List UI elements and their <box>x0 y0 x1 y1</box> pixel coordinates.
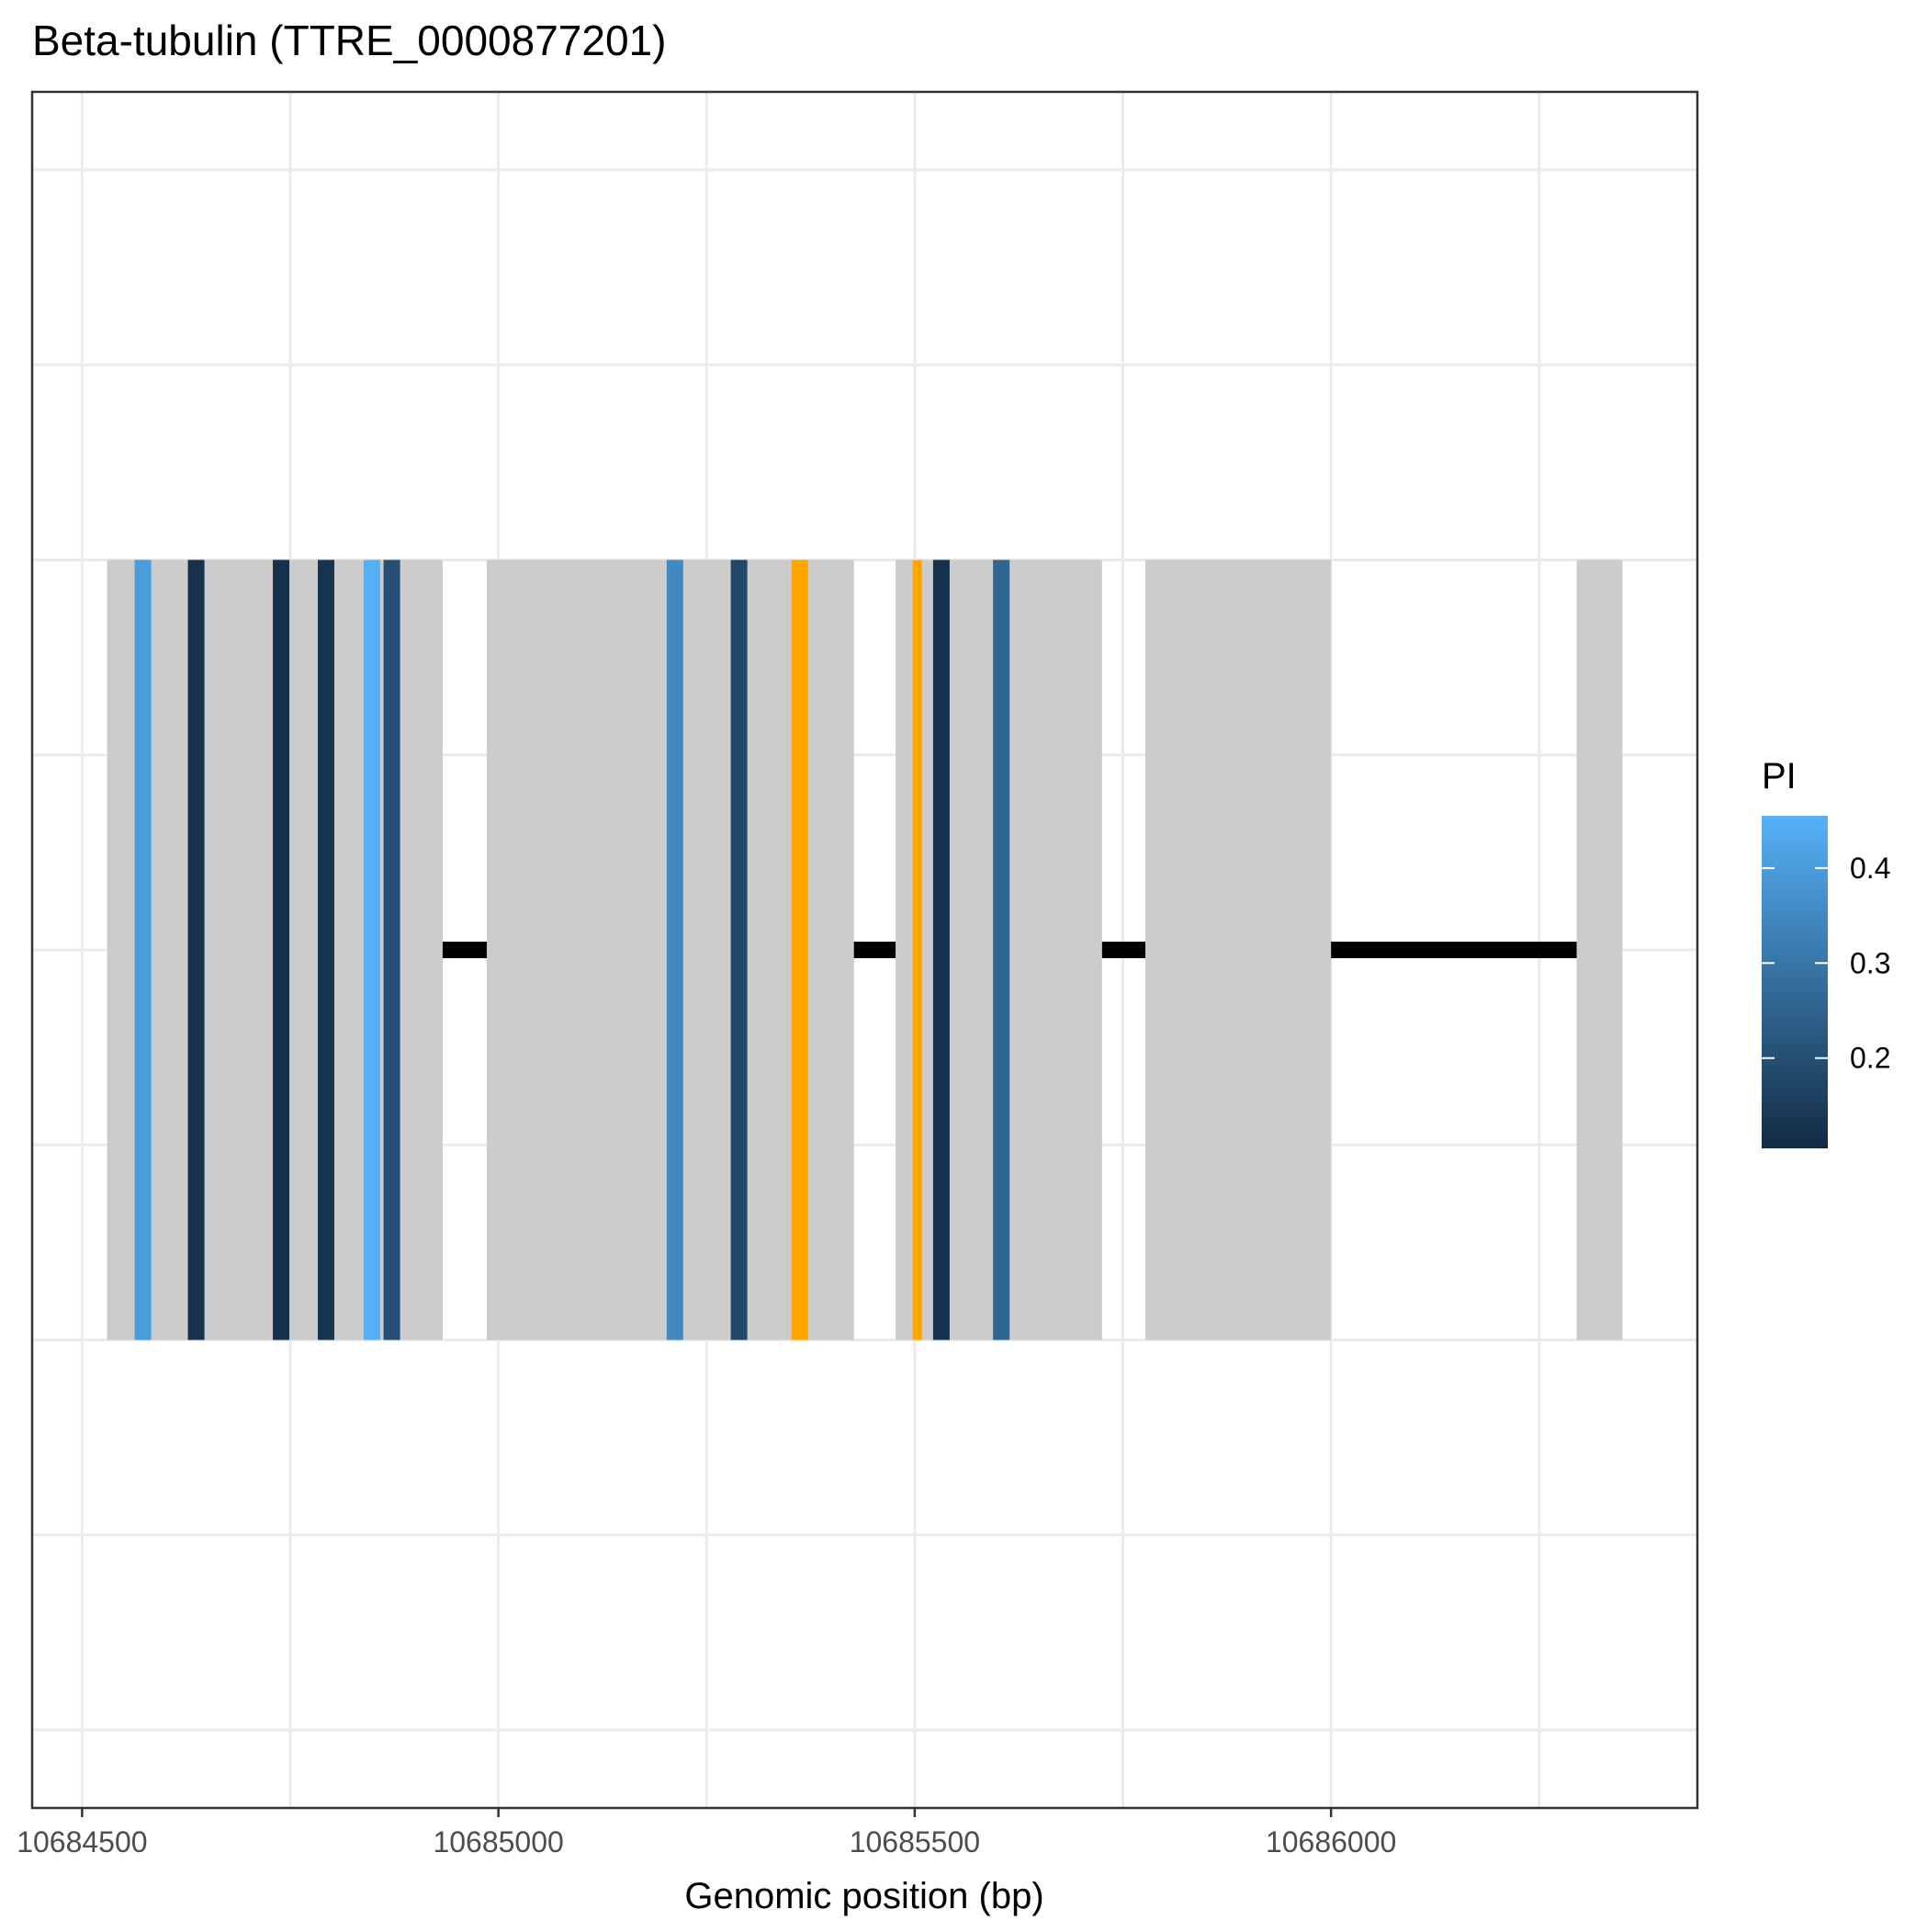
variant-bar <box>317 559 334 1340</box>
intron-lines <box>442 942 1577 958</box>
x-tick-label: 10686000 <box>1266 1825 1396 1859</box>
x-axis-title: Genomic position (bp) <box>684 1876 1043 1916</box>
intron-line <box>442 942 487 958</box>
variant-bar <box>932 559 950 1340</box>
variant-bar <box>383 559 400 1340</box>
intron-line <box>1101 942 1145 958</box>
exon-block <box>1144 559 1332 1340</box>
intron-line <box>1331 942 1577 958</box>
variant-bar <box>791 559 808 1340</box>
variant-bar <box>187 559 205 1340</box>
panel-border <box>30 90 1699 1810</box>
exon-block <box>1576 559 1623 1340</box>
legend-tick-label: 0.2 <box>1850 1042 1890 1075</box>
variant-bar <box>912 559 922 1340</box>
legend-colorbar <box>1762 816 1828 1148</box>
variant-bar <box>363 559 380 1340</box>
variant-bar <box>273 559 290 1340</box>
legend-tick-label: 0.3 <box>1850 946 1890 979</box>
legend-title: PI <box>1762 756 1797 797</box>
grid-lines <box>32 92 1697 1808</box>
x-tick-label: 10684500 <box>17 1825 147 1859</box>
x-tick-label: 10685500 <box>850 1825 980 1859</box>
variant-bar <box>730 559 748 1340</box>
chart-title: Beta-tubulin (TTRE_0000877201) <box>32 17 666 64</box>
variant-bar <box>993 559 1010 1340</box>
legend-tick-label: 0.4 <box>1850 852 1890 885</box>
x-axis: 10684500 10685000 10685500 10686000 <box>17 1808 1396 1859</box>
legend: PI 0.2 0.3 0.4 <box>1762 756 1890 1148</box>
variant-bar <box>134 559 152 1340</box>
variant-marks <box>134 559 1010 1340</box>
intron-line <box>853 942 896 958</box>
x-tick-label: 10685000 <box>433 1825 563 1859</box>
variant-bar <box>666 559 683 1340</box>
